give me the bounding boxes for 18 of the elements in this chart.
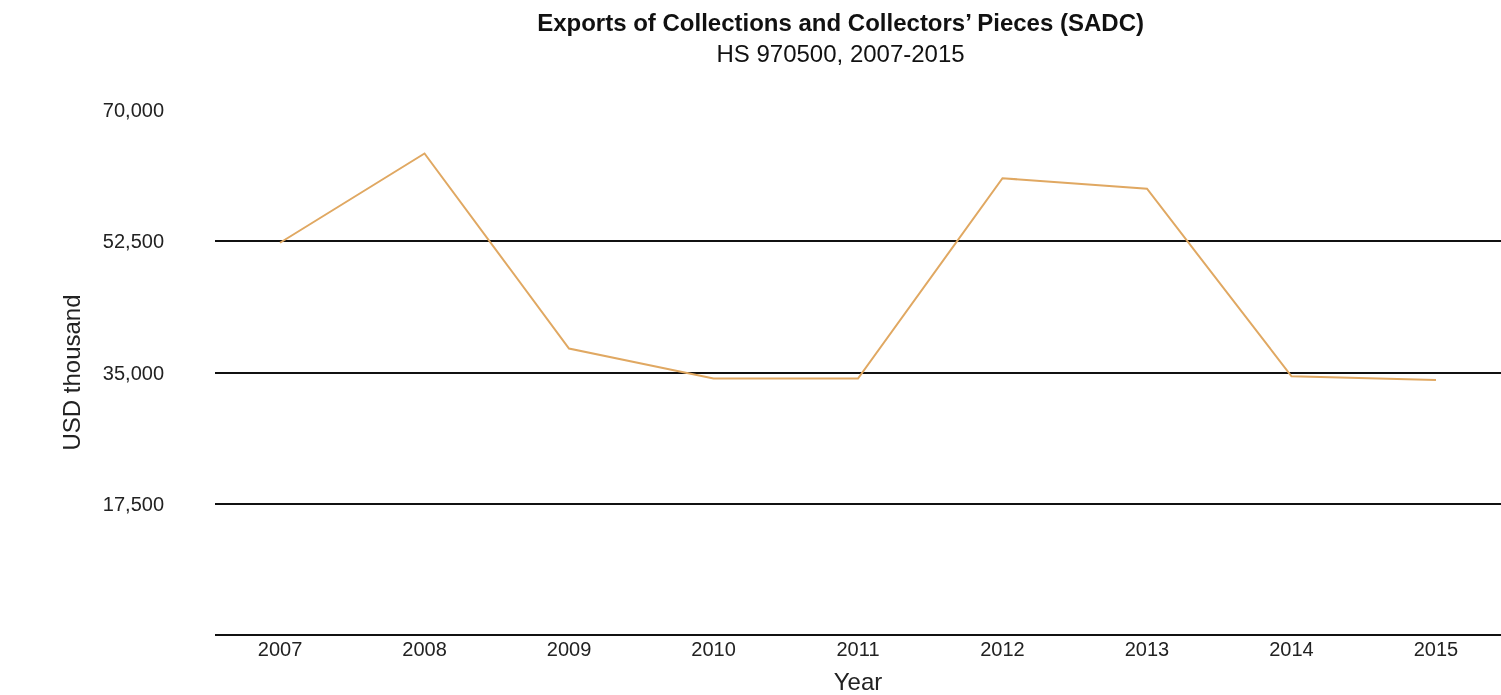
x-tick-label: 2007 [257,638,303,660]
y-axis-title: USD thousand [57,294,85,451]
x-tick-label: 2010 [691,638,736,660]
x-axis-title: Year [833,668,883,695]
x-tick-label: 2015 [1413,638,1459,660]
line-series [279,152,1437,381]
y-tick-label: 70,000 [102,99,164,121]
x-tick-label: 2013 [1124,638,1170,660]
y-tick-label: 35,000 [102,361,164,384]
x-tick-label: 2009 [546,638,592,660]
x-tick-label: 2008 [402,638,447,660]
x-tick-label: 2012 [980,638,1025,660]
y-tick-label: 17,500 [102,492,164,515]
x-tick-label: 2011 [836,638,880,660]
x-tick-label: 2014 [1269,638,1314,660]
y-tick-label: 52,500 [102,230,164,253]
chart-subtitle: HS 970500, 2007-2015 [716,40,965,68]
chart-title: Exports of Collections and Collectors’ Pieces (SADC) [537,9,1144,37]
